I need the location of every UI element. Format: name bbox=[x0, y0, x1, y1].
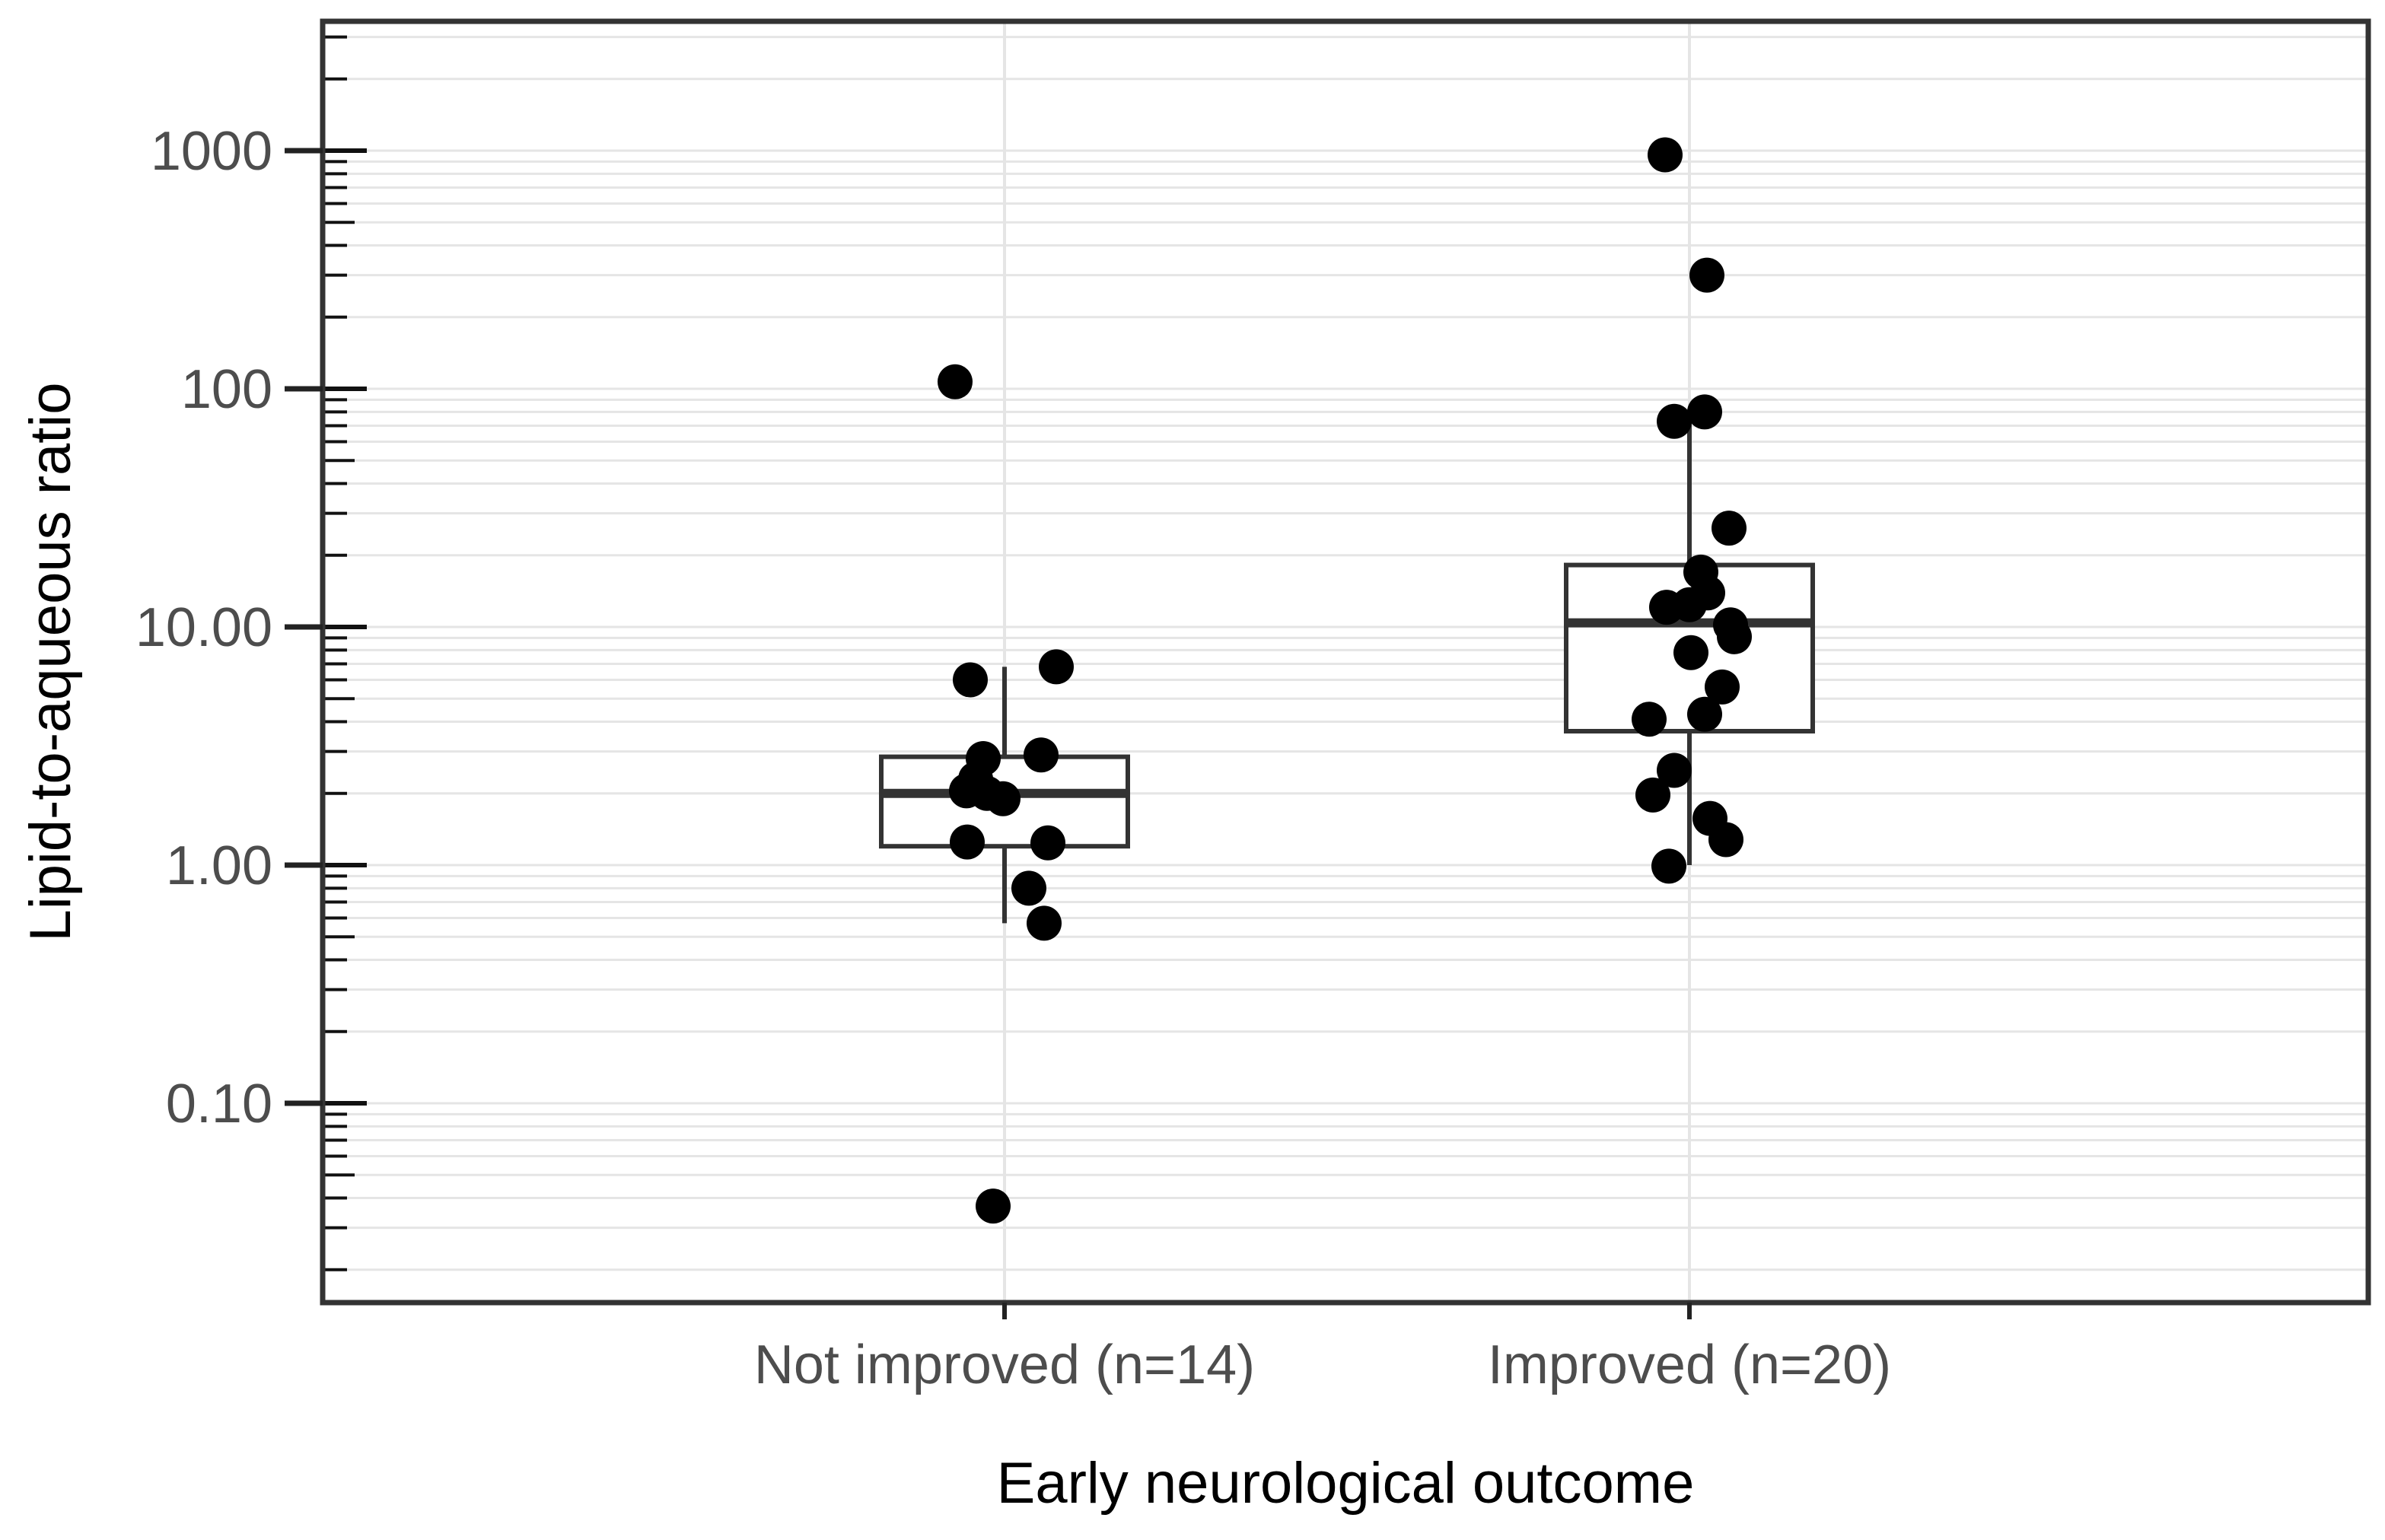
data-point bbox=[1635, 777, 1670, 813]
plot-area bbox=[285, 18, 2371, 1319]
y-axis-title: Lipid-to-aqueous ratio bbox=[18, 382, 83, 941]
data-point bbox=[1657, 403, 1692, 439]
y-tick-label: 100 bbox=[181, 359, 272, 420]
data-point bbox=[1705, 669, 1740, 705]
data-point bbox=[1712, 511, 1747, 546]
x-axis-title: Early neurological outcome bbox=[997, 1451, 1695, 1516]
x-tick-label-improved: Improved (n=20) bbox=[1488, 1335, 1891, 1395]
data-point bbox=[1030, 825, 1065, 861]
y-tick-label: 0.10 bbox=[166, 1074, 272, 1134]
data-point bbox=[1011, 870, 1046, 906]
data-point bbox=[1673, 635, 1708, 670]
data-point bbox=[1632, 702, 1667, 737]
data-point bbox=[1717, 619, 1752, 654]
data-point bbox=[950, 824, 985, 860]
data-point bbox=[1024, 737, 1059, 773]
data-point bbox=[976, 1188, 1011, 1224]
y-tick-label: 1000 bbox=[151, 121, 272, 182]
data-point bbox=[1689, 257, 1724, 293]
data-point bbox=[986, 781, 1021, 816]
y-tick-label: 1.00 bbox=[166, 835, 272, 896]
data-point bbox=[1708, 822, 1743, 858]
data-point bbox=[938, 364, 973, 399]
data-point bbox=[1039, 649, 1074, 685]
data-point bbox=[1648, 137, 1683, 173]
y-tick-label: 10.00 bbox=[135, 597, 272, 658]
data-point bbox=[1657, 752, 1692, 788]
panel-border bbox=[320, 18, 2371, 1306]
data-point bbox=[953, 662, 988, 698]
x-tick-label-not-improved: Not improved (n=14) bbox=[754, 1335, 1255, 1395]
data-point bbox=[1649, 590, 1684, 625]
data-point bbox=[1687, 394, 1722, 430]
data-point bbox=[1027, 905, 1062, 941]
data-point bbox=[1687, 696, 1722, 732]
y-axis-tick-labels: 1000 100 10.00 1.00 0.10 bbox=[135, 121, 272, 1134]
data-point bbox=[1651, 848, 1686, 884]
